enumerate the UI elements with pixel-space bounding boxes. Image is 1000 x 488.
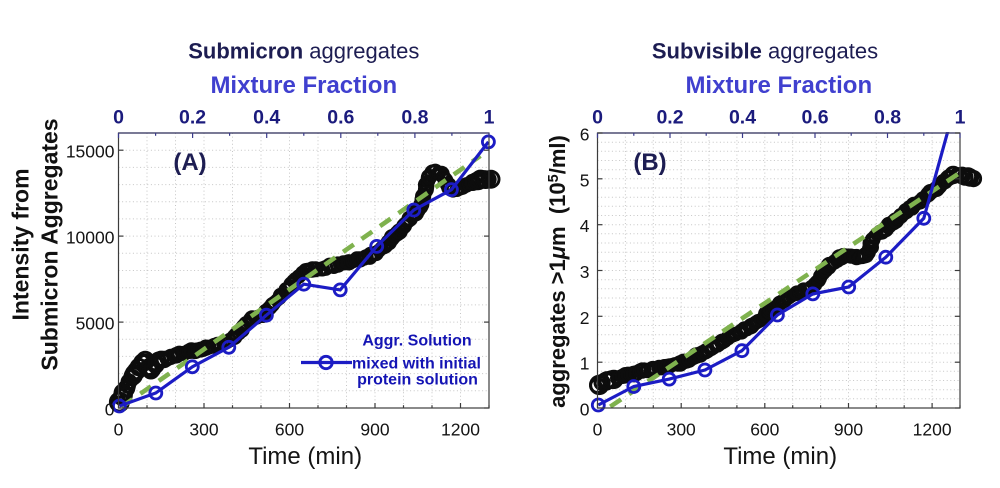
svg-text:Mixture Fraction: Mixture Fraction [210,72,397,99]
svg-text:0.8: 0.8 [401,107,428,129]
svg-text:0.4: 0.4 [253,107,280,129]
svg-text:Submicron Aggregates: Submicron Aggregates [37,118,63,370]
svg-text:0.6: 0.6 [801,107,828,129]
svg-text:1: 1 [955,107,966,129]
svg-text:1200: 1200 [913,420,952,440]
svg-text:0: 0 [593,420,603,440]
svg-text:Aggr. Solution: Aggr. Solution [362,333,471,350]
svg-text:Subvisible aggregates: Subvisible aggregates [652,39,878,64]
svg-text:0: 0 [113,107,124,129]
svg-text:1: 1 [580,354,590,374]
svg-text:(B): (B) [633,149,666,176]
svg-text:1: 1 [484,107,495,129]
svg-text:900: 900 [834,420,863,440]
svg-text:600: 600 [750,420,779,440]
svg-text:600: 600 [275,420,304,440]
svg-text:4: 4 [580,216,590,236]
svg-text:0: 0 [592,107,603,129]
svg-text:300: 300 [667,420,696,440]
svg-text:Time (min): Time (min) [248,443,362,470]
svg-text:mixed with initial: mixed with initial [352,356,481,373]
svg-text:3: 3 [580,262,590,282]
svg-text:Intensity from: Intensity from [8,168,34,320]
svg-text:10000: 10000 [66,228,115,248]
svg-text:0: 0 [105,400,115,420]
svg-text:2: 2 [580,308,590,328]
svg-text:15000: 15000 [66,142,115,162]
svg-text:Submicron aggregates: Submicron aggregates [188,39,419,64]
svg-text:6: 6 [580,125,590,145]
svg-text:0.2: 0.2 [179,107,206,129]
svg-text:0: 0 [580,400,590,420]
svg-text:0.8: 0.8 [874,107,901,129]
svg-text:(A): (A) [173,149,206,176]
svg-text:Mixture Fraction: Mixture Fraction [685,72,872,99]
svg-text:5: 5 [580,170,590,190]
svg-text:300: 300 [189,420,218,440]
svg-text:0.2: 0.2 [656,107,683,129]
svg-text:Time (min): Time (min) [723,443,837,470]
svg-text:0.6: 0.6 [327,107,354,129]
svg-text:1200: 1200 [441,420,480,440]
svg-text:0.4: 0.4 [729,107,756,129]
svg-text:protein solution: protein solution [357,372,478,389]
svg-text:5000: 5000 [76,314,115,334]
svg-text:900: 900 [360,420,389,440]
svg-text:0: 0 [114,420,124,440]
